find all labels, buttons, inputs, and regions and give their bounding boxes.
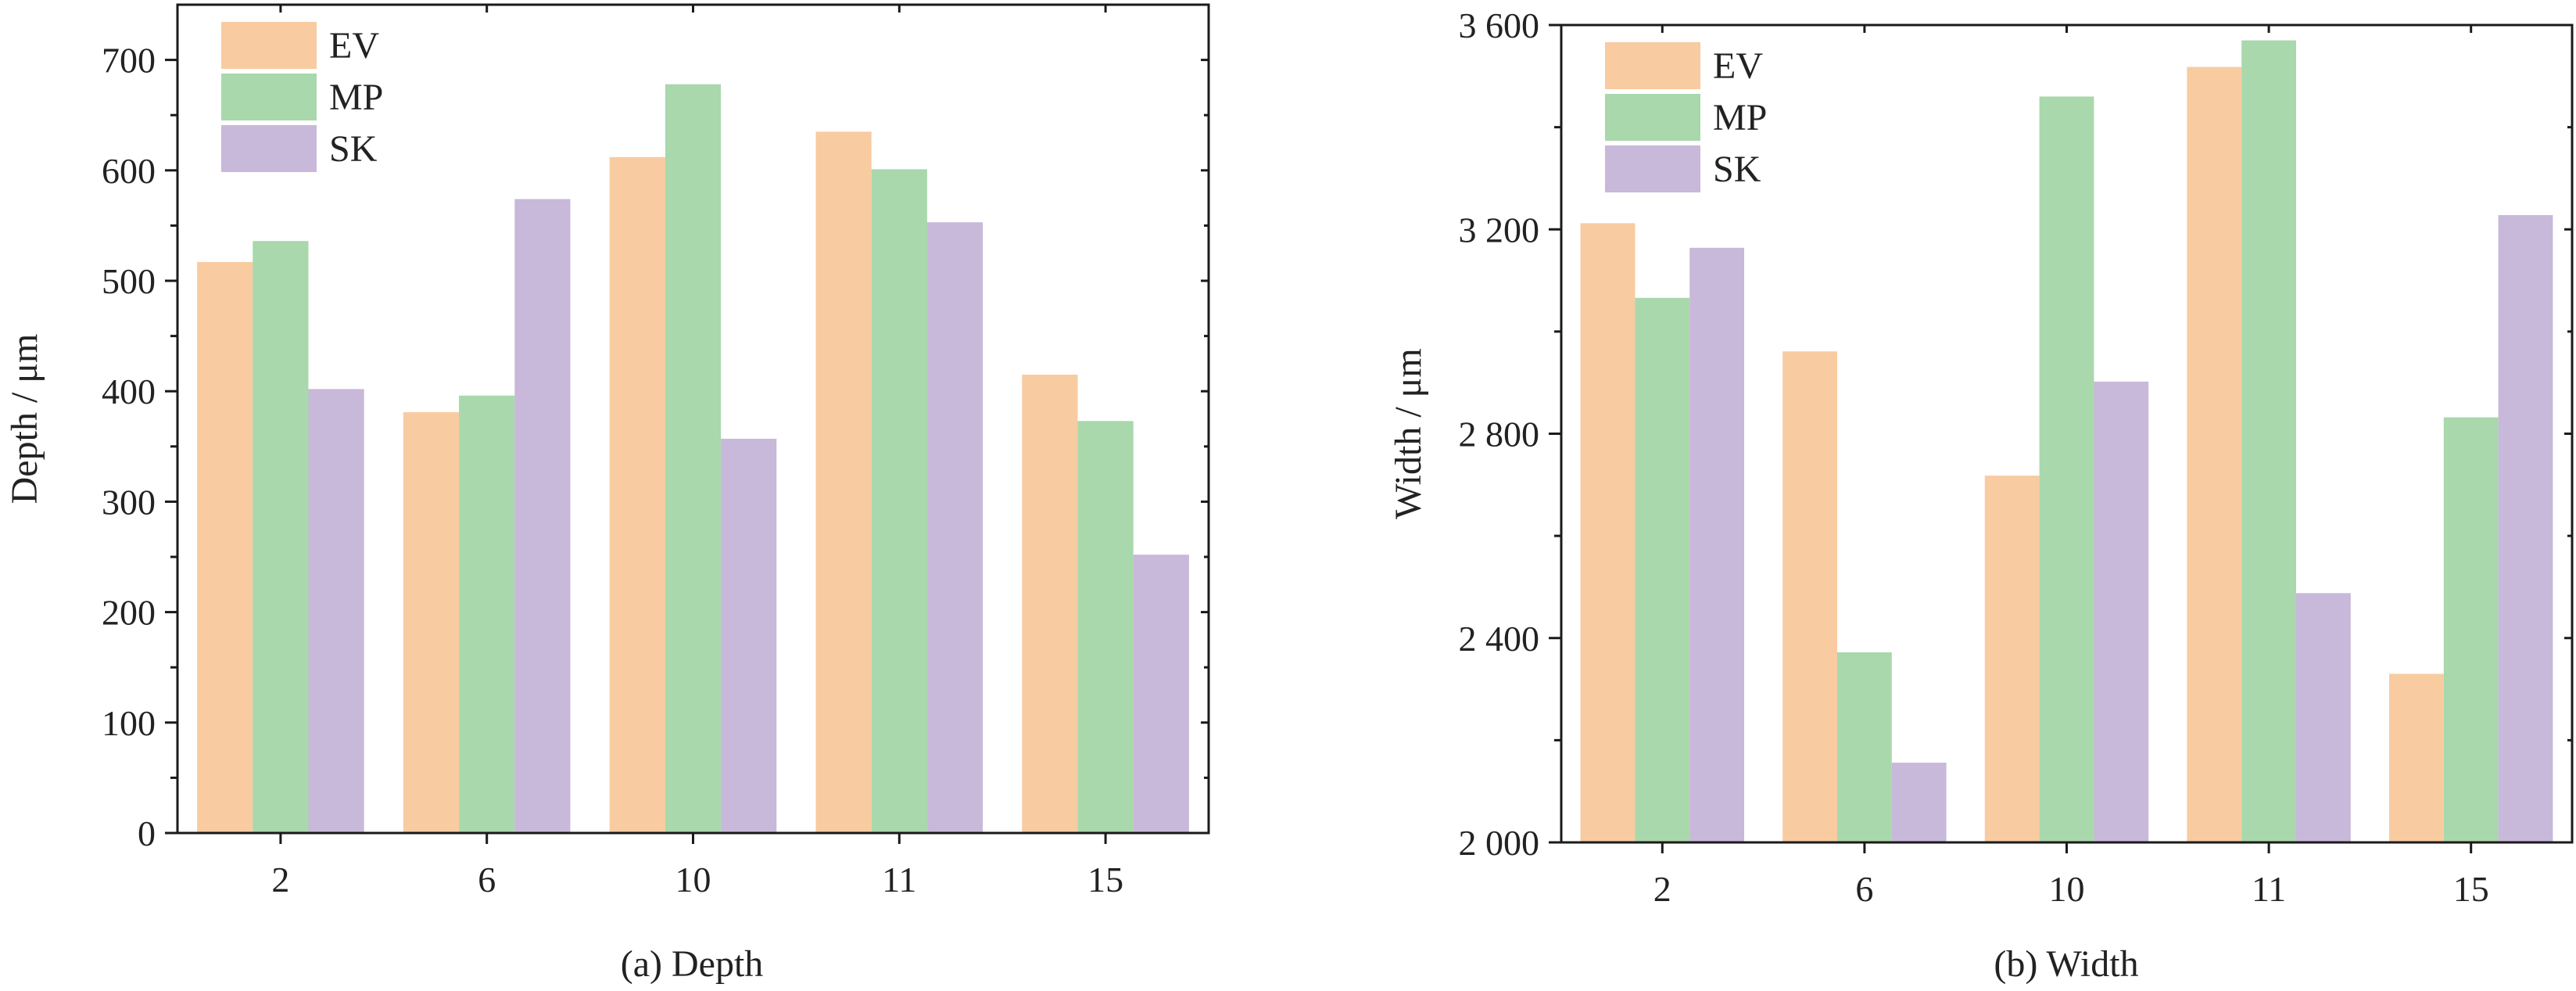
bar-ev-10 — [609, 156, 665, 833]
bar-sk-2 — [1689, 247, 1744, 842]
bar-mp-6 — [459, 395, 515, 833]
y-tick-label: 600 — [102, 151, 156, 191]
bar-sk-10 — [2094, 381, 2149, 842]
x-tick-label: 10 — [2049, 869, 2085, 909]
y-axis-label: Width / μm — [1388, 348, 1429, 519]
bar-sk-15 — [2498, 215, 2553, 842]
legend-label-ev: EV — [1713, 45, 1763, 87]
legend-label-ev: EV — [329, 25, 379, 66]
x-tick-label: 6 — [1855, 869, 1873, 909]
bar-sk-10 — [721, 438, 777, 833]
y-tick-label: 0 — [138, 813, 156, 853]
bar-sk-11 — [926, 222, 983, 833]
legend-swatch-ev — [1605, 42, 1700, 89]
bar-ev-6 — [1782, 351, 1837, 842]
bar-ev-11 — [815, 131, 872, 833]
bar-ev-15 — [1022, 375, 1078, 833]
bar-ev-2 — [197, 262, 253, 833]
y-tick-label: 3 200 — [1459, 210, 1540, 250]
panel-caption: (b) Width — [1994, 943, 2138, 985]
y-tick-label: 200 — [102, 593, 156, 633]
legend-swatch-sk — [1605, 145, 1700, 192]
depth-panel: 0 100 200 300 400 500 600 700 2 6 10 11 15 Depth / μm… — [4, 3, 1210, 985]
x-tick-label: 6 — [478, 860, 496, 899]
bar-sk-6 — [1891, 763, 1947, 842]
legend-label-mp: MP — [329, 77, 383, 118]
bar-ev-11 — [2187, 66, 2242, 843]
legend-label-sk: SK — [329, 128, 378, 170]
y-tick-label: 100 — [102, 703, 156, 743]
legend-swatch-ev — [221, 22, 317, 69]
bar-mp-11 — [2241, 40, 2296, 843]
bar-ev-6 — [403, 412, 460, 833]
y-tick-label: 3 600 — [1459, 5, 1540, 45]
x-tick-label: 11 — [2252, 869, 2286, 909]
y-tick-label: 2 400 — [1459, 619, 1540, 659]
bar-sk-2 — [308, 389, 364, 833]
bar-ev-15 — [2389, 673, 2444, 842]
legend-swatch-mp — [221, 74, 317, 120]
bar-mp-10 — [2039, 96, 2094, 842]
bar-sk-11 — [2296, 593, 2351, 842]
y-tick-label: 2 800 — [1459, 415, 1540, 454]
bar-ev-10 — [1984, 476, 2040, 842]
legend-label-mp: MP — [1713, 97, 1767, 138]
bar-sk-6 — [514, 199, 571, 833]
panel-caption: (a) Depth — [621, 943, 764, 985]
bar-mp-6 — [1837, 652, 1892, 842]
bar-mp-2 — [253, 241, 309, 833]
y-tick-label: 500 — [102, 261, 156, 301]
x-tick-label: 2 — [271, 860, 289, 899]
bar-mp-15 — [2443, 417, 2499, 842]
bar-mp-15 — [1077, 421, 1134, 833]
y-tick-label: 300 — [102, 482, 156, 522]
bar-sk-15 — [1133, 555, 1189, 833]
x-tick-label: 15 — [1087, 860, 1123, 899]
x-tick-label: 15 — [2453, 869, 2489, 909]
x-tick-label: 11 — [882, 860, 916, 899]
x-tick-label: 2 — [1653, 869, 1671, 909]
legend-label-sk: SK — [1713, 149, 1761, 190]
y-tick-label: 700 — [102, 41, 156, 81]
bar-mp-10 — [665, 84, 722, 833]
y-tick-label: 2 000 — [1459, 823, 1540, 863]
y-tick-label: 400 — [102, 372, 156, 411]
x-tick-label: 10 — [675, 860, 711, 899]
bar-ev-2 — [1580, 223, 1636, 842]
bar-mp-2 — [1635, 297, 1690, 842]
legend-swatch-mp — [1605, 94, 1700, 141]
legend-swatch-sk — [221, 125, 317, 172]
bar-mp-11 — [871, 169, 927, 833]
width-panel: 2 000 2 400 2 800 3 200 3 600 2 6 10 11 15 Width /… — [1388, 5, 2574, 985]
y-axis-label: Depth / μm — [4, 334, 45, 504]
